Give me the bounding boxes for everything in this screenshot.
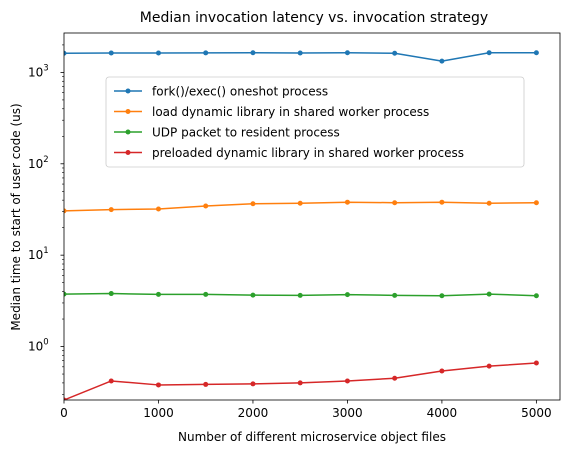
x-tick-label: 1000 (143, 406, 174, 420)
series-2-point (344, 199, 350, 205)
series-1-point (155, 50, 161, 56)
y-tick-label: 103 (28, 63, 49, 79)
x-tick-label: 4000 (427, 406, 458, 420)
legend-label: load dynamic library in shared worker pr… (152, 105, 429, 119)
series-3-point (344, 292, 350, 298)
series-1-point (297, 50, 303, 56)
legend-swatch-marker (125, 109, 131, 114)
legend-label: fork()/exec() oneshot process (152, 85, 328, 99)
series-3-point (155, 291, 161, 297)
series-2-point (155, 206, 161, 212)
series-3-point (533, 293, 539, 299)
series-1-point (533, 50, 539, 56)
series-1-point (486, 50, 492, 56)
series-1-point (64, 50, 67, 56)
series-4-point (486, 363, 492, 369)
chart-title: Median invocation latency vs. invocation… (140, 10, 488, 26)
y-tick-label: 101 (28, 246, 49, 262)
series-4-point (344, 378, 350, 384)
series-1-point (250, 50, 256, 56)
plot-frame (63, 32, 561, 401)
series-1-point (439, 58, 445, 64)
series-1-point (203, 50, 209, 56)
series-3-point (108, 291, 114, 297)
series-1-point (344, 50, 350, 56)
legend: fork()/exec() oneshot process load dynami… (105, 76, 525, 168)
series-3-point (250, 292, 256, 298)
legend-label: UDP packet to resident process (152, 126, 340, 140)
series-2-point (392, 200, 398, 206)
plot-area (64, 50, 539, 400)
series-2-point (108, 207, 114, 213)
series-2-point (250, 201, 256, 207)
y-tick-label: 100 (28, 338, 49, 354)
y-axis-label: Median time to start of user code (us) (9, 103, 23, 330)
x-tick-label: 5000 (521, 406, 552, 420)
series-2-point (203, 203, 209, 209)
series-2-point (439, 199, 445, 205)
series-4-point (250, 381, 256, 387)
series-1-point (108, 50, 114, 56)
series-1-point (392, 50, 398, 56)
x-tick-label: 3000 (332, 406, 363, 420)
axes: 0 1000 2000 3000 4000 5000 100 101 102 103 (28, 32, 561, 420)
series-4-point (439, 368, 445, 374)
series-3-point (203, 291, 209, 297)
x-tick-label: 0 (60, 406, 68, 420)
series-2-point (486, 200, 492, 206)
series-group (64, 50, 539, 400)
legend-box (105, 76, 525, 168)
legend-swatch-marker (125, 88, 131, 94)
series-2-point (64, 208, 67, 214)
x-tick-label: 2000 (238, 406, 269, 420)
series-3-point (439, 293, 445, 299)
series-4-point (64, 397, 67, 400)
series-2-point (533, 200, 539, 206)
legend-swatch-marker (125, 150, 131, 155)
series-4-point (155, 382, 161, 388)
legend-swatch-marker (125, 129, 131, 135)
x-axis-label: Number of different microservice object … (178, 430, 446, 444)
series-3-point (297, 292, 303, 298)
series-3-point (64, 291, 67, 297)
series-4-point (297, 380, 303, 386)
series-4-point (533, 360, 539, 366)
series-4-point (392, 375, 398, 381)
series-3-point (392, 292, 398, 298)
legend-label: preloaded dynamic library in shared work… (152, 146, 464, 160)
series-4-point (203, 381, 209, 387)
series-4-point (108, 378, 114, 384)
y-tick-label: 102 (28, 155, 49, 171)
series-3-point (486, 291, 492, 297)
series-2-point (297, 200, 303, 206)
